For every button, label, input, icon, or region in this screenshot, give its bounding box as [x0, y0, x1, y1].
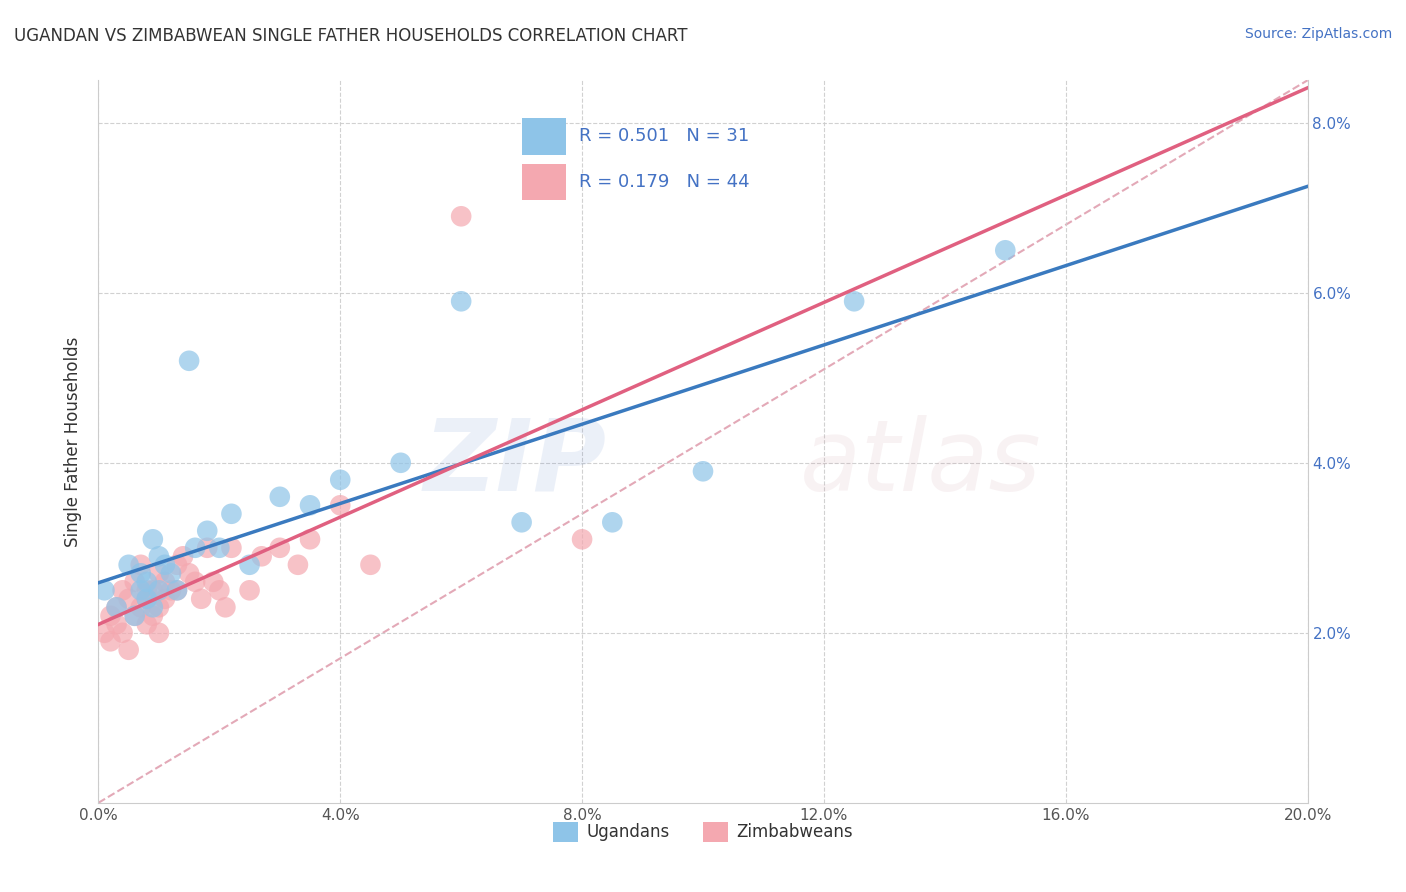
Point	[100, 608, 122, 623]
Point	[148, 583, 170, 598]
Point	[135, 574, 157, 589]
Point	[160, 566, 183, 581]
Point	[124, 608, 146, 623]
Point	[148, 549, 170, 564]
Text: Source: ZipAtlas.com: Source: ZipAtlas.com	[1244, 27, 1392, 41]
Point	[166, 558, 188, 572]
Legend: Ugandans, Zimbabweans: Ugandans, Zimbabweans	[547, 815, 859, 848]
Y-axis label: Single Father Households: Single Father Households	[65, 336, 83, 547]
Point	[179, 566, 201, 581]
Point	[124, 574, 146, 589]
Point	[118, 591, 141, 606]
Point	[450, 294, 472, 309]
Point	[142, 600, 165, 615]
Point	[329, 473, 352, 487]
Point	[179, 353, 201, 368]
Point	[571, 533, 593, 547]
Point	[118, 642, 141, 657]
Point	[153, 574, 176, 589]
Point	[129, 600, 152, 615]
Point	[142, 533, 165, 547]
Point	[202, 574, 225, 589]
Point	[299, 533, 322, 547]
Point	[111, 625, 134, 640]
Point	[250, 549, 273, 564]
Point	[148, 566, 170, 581]
Point	[129, 566, 152, 581]
Point	[190, 591, 212, 606]
Point	[510, 516, 533, 530]
Point	[142, 583, 165, 598]
Point	[166, 583, 188, 598]
Point	[105, 617, 128, 632]
Point	[93, 625, 115, 640]
Point	[994, 244, 1017, 258]
Point	[105, 600, 128, 615]
Point	[269, 490, 291, 504]
Point	[105, 600, 128, 615]
Point	[184, 541, 207, 555]
Text: UGANDAN VS ZIMBABWEAN SINGLE FATHER HOUSEHOLDS CORRELATION CHART: UGANDAN VS ZIMBABWEAN SINGLE FATHER HOUS…	[14, 27, 688, 45]
Point	[221, 541, 243, 555]
Point	[287, 558, 309, 572]
Point	[221, 507, 243, 521]
Point	[239, 583, 262, 598]
Point	[160, 583, 183, 598]
Point	[148, 600, 170, 615]
Point	[135, 583, 157, 598]
Point	[329, 498, 352, 512]
Point	[142, 608, 165, 623]
Point	[129, 558, 152, 572]
Text: ZIP: ZIP	[423, 415, 606, 512]
Point	[195, 541, 218, 555]
Point	[135, 591, 157, 606]
Point	[195, 524, 218, 538]
Point	[93, 583, 115, 598]
Point	[602, 516, 624, 530]
Point	[208, 541, 231, 555]
Point	[214, 600, 236, 615]
Point	[389, 456, 412, 470]
Point	[166, 583, 188, 598]
Point	[148, 625, 170, 640]
Point	[208, 583, 231, 598]
Point	[360, 558, 382, 572]
Point	[153, 591, 176, 606]
Text: atlas: atlas	[800, 415, 1042, 512]
Point	[100, 634, 122, 648]
Point	[692, 464, 714, 478]
Point	[184, 574, 207, 589]
Point	[118, 558, 141, 572]
Point	[172, 549, 194, 564]
Point	[111, 583, 134, 598]
Point	[450, 209, 472, 223]
Point	[844, 294, 866, 309]
Point	[135, 591, 157, 606]
Point	[239, 558, 262, 572]
Point	[269, 541, 291, 555]
Point	[135, 617, 157, 632]
Point	[153, 558, 176, 572]
Point	[124, 608, 146, 623]
Point	[129, 583, 152, 598]
Point	[299, 498, 322, 512]
